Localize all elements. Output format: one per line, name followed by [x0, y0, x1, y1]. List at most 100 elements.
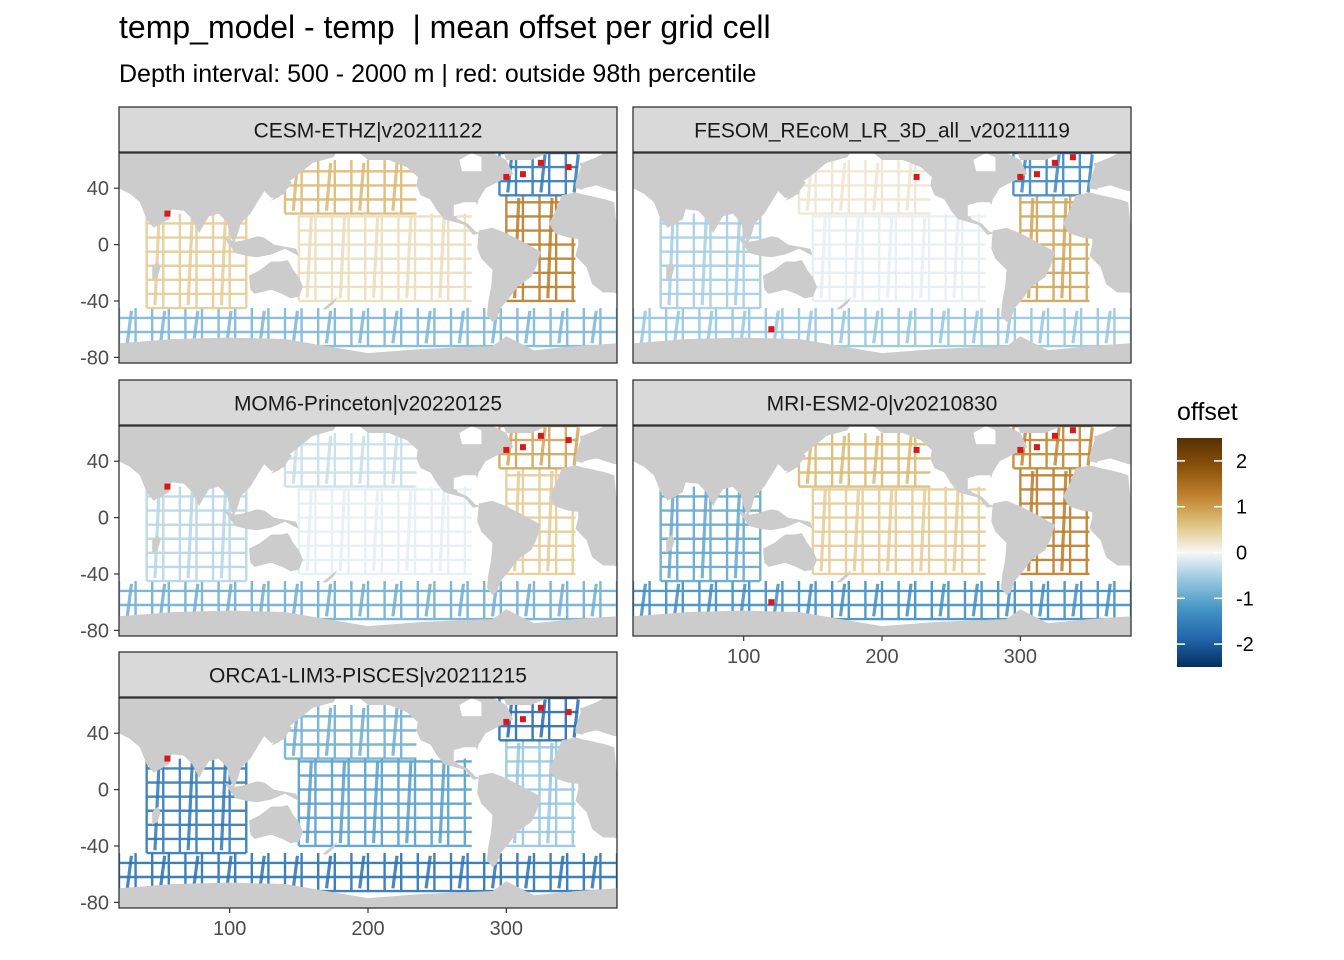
- land-maritime-asia: [738, 236, 813, 258]
- track-line: [305, 216, 313, 299]
- track-line: [539, 699, 547, 738]
- land-africa: [549, 737, 617, 839]
- track-highlights-indian: [153, 489, 228, 579]
- track-line: [186, 761, 194, 851]
- track-line: [919, 489, 927, 572]
- track-highlights-indian: [153, 761, 228, 851]
- outlier-mark: [1069, 154, 1076, 161]
- land-africa: [1063, 465, 1131, 567]
- track-line: [672, 583, 681, 617]
- track-line: [805, 583, 814, 617]
- track-line: [192, 583, 200, 617]
- track-line: [1104, 583, 1112, 617]
- track-line: [838, 583, 847, 617]
- track-line: [324, 162, 333, 211]
- land-antarctica: [119, 609, 617, 636]
- track-group-indian: [145, 213, 248, 310]
- land-africa: [1063, 192, 1131, 294]
- outlier-mark: [913, 173, 920, 180]
- track-line: [905, 583, 913, 617]
- map-area: [119, 426, 617, 636]
- track-line: [371, 761, 380, 844]
- track-line: [291, 855, 300, 889]
- outlier-mark: [1051, 159, 1058, 166]
- strip-background: [632, 379, 1132, 426]
- track-line: [186, 216, 194, 306]
- land-north-america: [357, 153, 514, 235]
- land-new-zealand: [322, 569, 338, 583]
- track-highlights-tropical-pacific: [305, 489, 446, 572]
- track-line: [667, 216, 675, 306]
- track-line: [872, 310, 880, 344]
- land-africa: [549, 465, 617, 567]
- track-line: [700, 489, 708, 579]
- y-tick-label: -80: [80, 347, 109, 369]
- land-madagascar: [152, 806, 161, 825]
- strip-background: [118, 106, 618, 153]
- track-line: [1038, 310, 1046, 344]
- land-japan: [785, 179, 806, 201]
- outlier-mark: [565, 164, 572, 171]
- land-antarctica: [633, 609, 1131, 636]
- track-line: [667, 489, 675, 579]
- track-line: [457, 583, 466, 617]
- land-south-america: [991, 227, 1055, 323]
- y-tick-label: 40: [87, 723, 109, 745]
- strip-label: CESM-ETHZ|v20211122: [254, 120, 483, 143]
- strip-label: MRI-ESM2-0|v20210830: [767, 393, 998, 416]
- track-highlights-southern-ocean: [639, 583, 1112, 617]
- track-line: [905, 310, 913, 344]
- land-antarctica: [633, 336, 1131, 363]
- outlier-mark: [565, 437, 572, 444]
- y-tick-label: -80: [80, 620, 109, 642]
- track-line: [852, 489, 861, 572]
- track-line: [192, 310, 200, 344]
- track-line: [457, 855, 466, 889]
- water-mediterranean: [581, 458, 615, 473]
- outlier-mark: [519, 716, 526, 723]
- track-highlights-indian: [153, 216, 228, 306]
- track-line: [125, 310, 134, 344]
- outlier-mark: [1033, 444, 1040, 451]
- water-hudson-bay: [459, 153, 482, 172]
- land-europe: [575, 426, 617, 465]
- outlier-mark: [537, 159, 544, 166]
- track-line: [524, 310, 532, 344]
- track-line: [186, 489, 194, 579]
- water-gulf-of-mexico: [453, 202, 479, 217]
- track-line: [838, 435, 847, 484]
- track-line: [938, 583, 946, 617]
- track-line: [158, 583, 167, 617]
- track-highlights-tropical-pacific: [305, 761, 446, 844]
- outlier-mark: [537, 432, 544, 439]
- track-line: [258, 310, 266, 344]
- land-australia: [249, 533, 303, 572]
- track-line: [772, 310, 780, 344]
- land-antarctica: [119, 881, 617, 908]
- outlier-group: [164, 432, 572, 490]
- land-uk: [579, 707, 587, 720]
- water-gulf-of-mexico: [453, 747, 479, 762]
- y-tick-label: -40: [80, 836, 109, 858]
- land-europe: [575, 153, 617, 192]
- land-japan: [271, 724, 292, 746]
- track-line: [371, 489, 380, 572]
- map-area: [119, 153, 617, 363]
- track-line: [905, 162, 913, 211]
- track-line: [546, 198, 554, 299]
- land-uk: [579, 162, 587, 175]
- land-asia: [119, 698, 336, 789]
- track-line: [457, 310, 466, 344]
- track-line: [1053, 154, 1061, 193]
- y-tick-label: 0: [98, 235, 109, 257]
- panel-border: [632, 152, 1132, 364]
- outlier-mark: [768, 599, 775, 606]
- water-group: [453, 426, 615, 490]
- legend-title: offset: [1177, 398, 1238, 426]
- outlier-mark: [565, 709, 572, 716]
- x-tick-label: 200: [865, 646, 898, 668]
- land-madagascar: [666, 261, 675, 280]
- outlier-mark: [1033, 171, 1040, 178]
- outlier-mark: [1069, 427, 1076, 434]
